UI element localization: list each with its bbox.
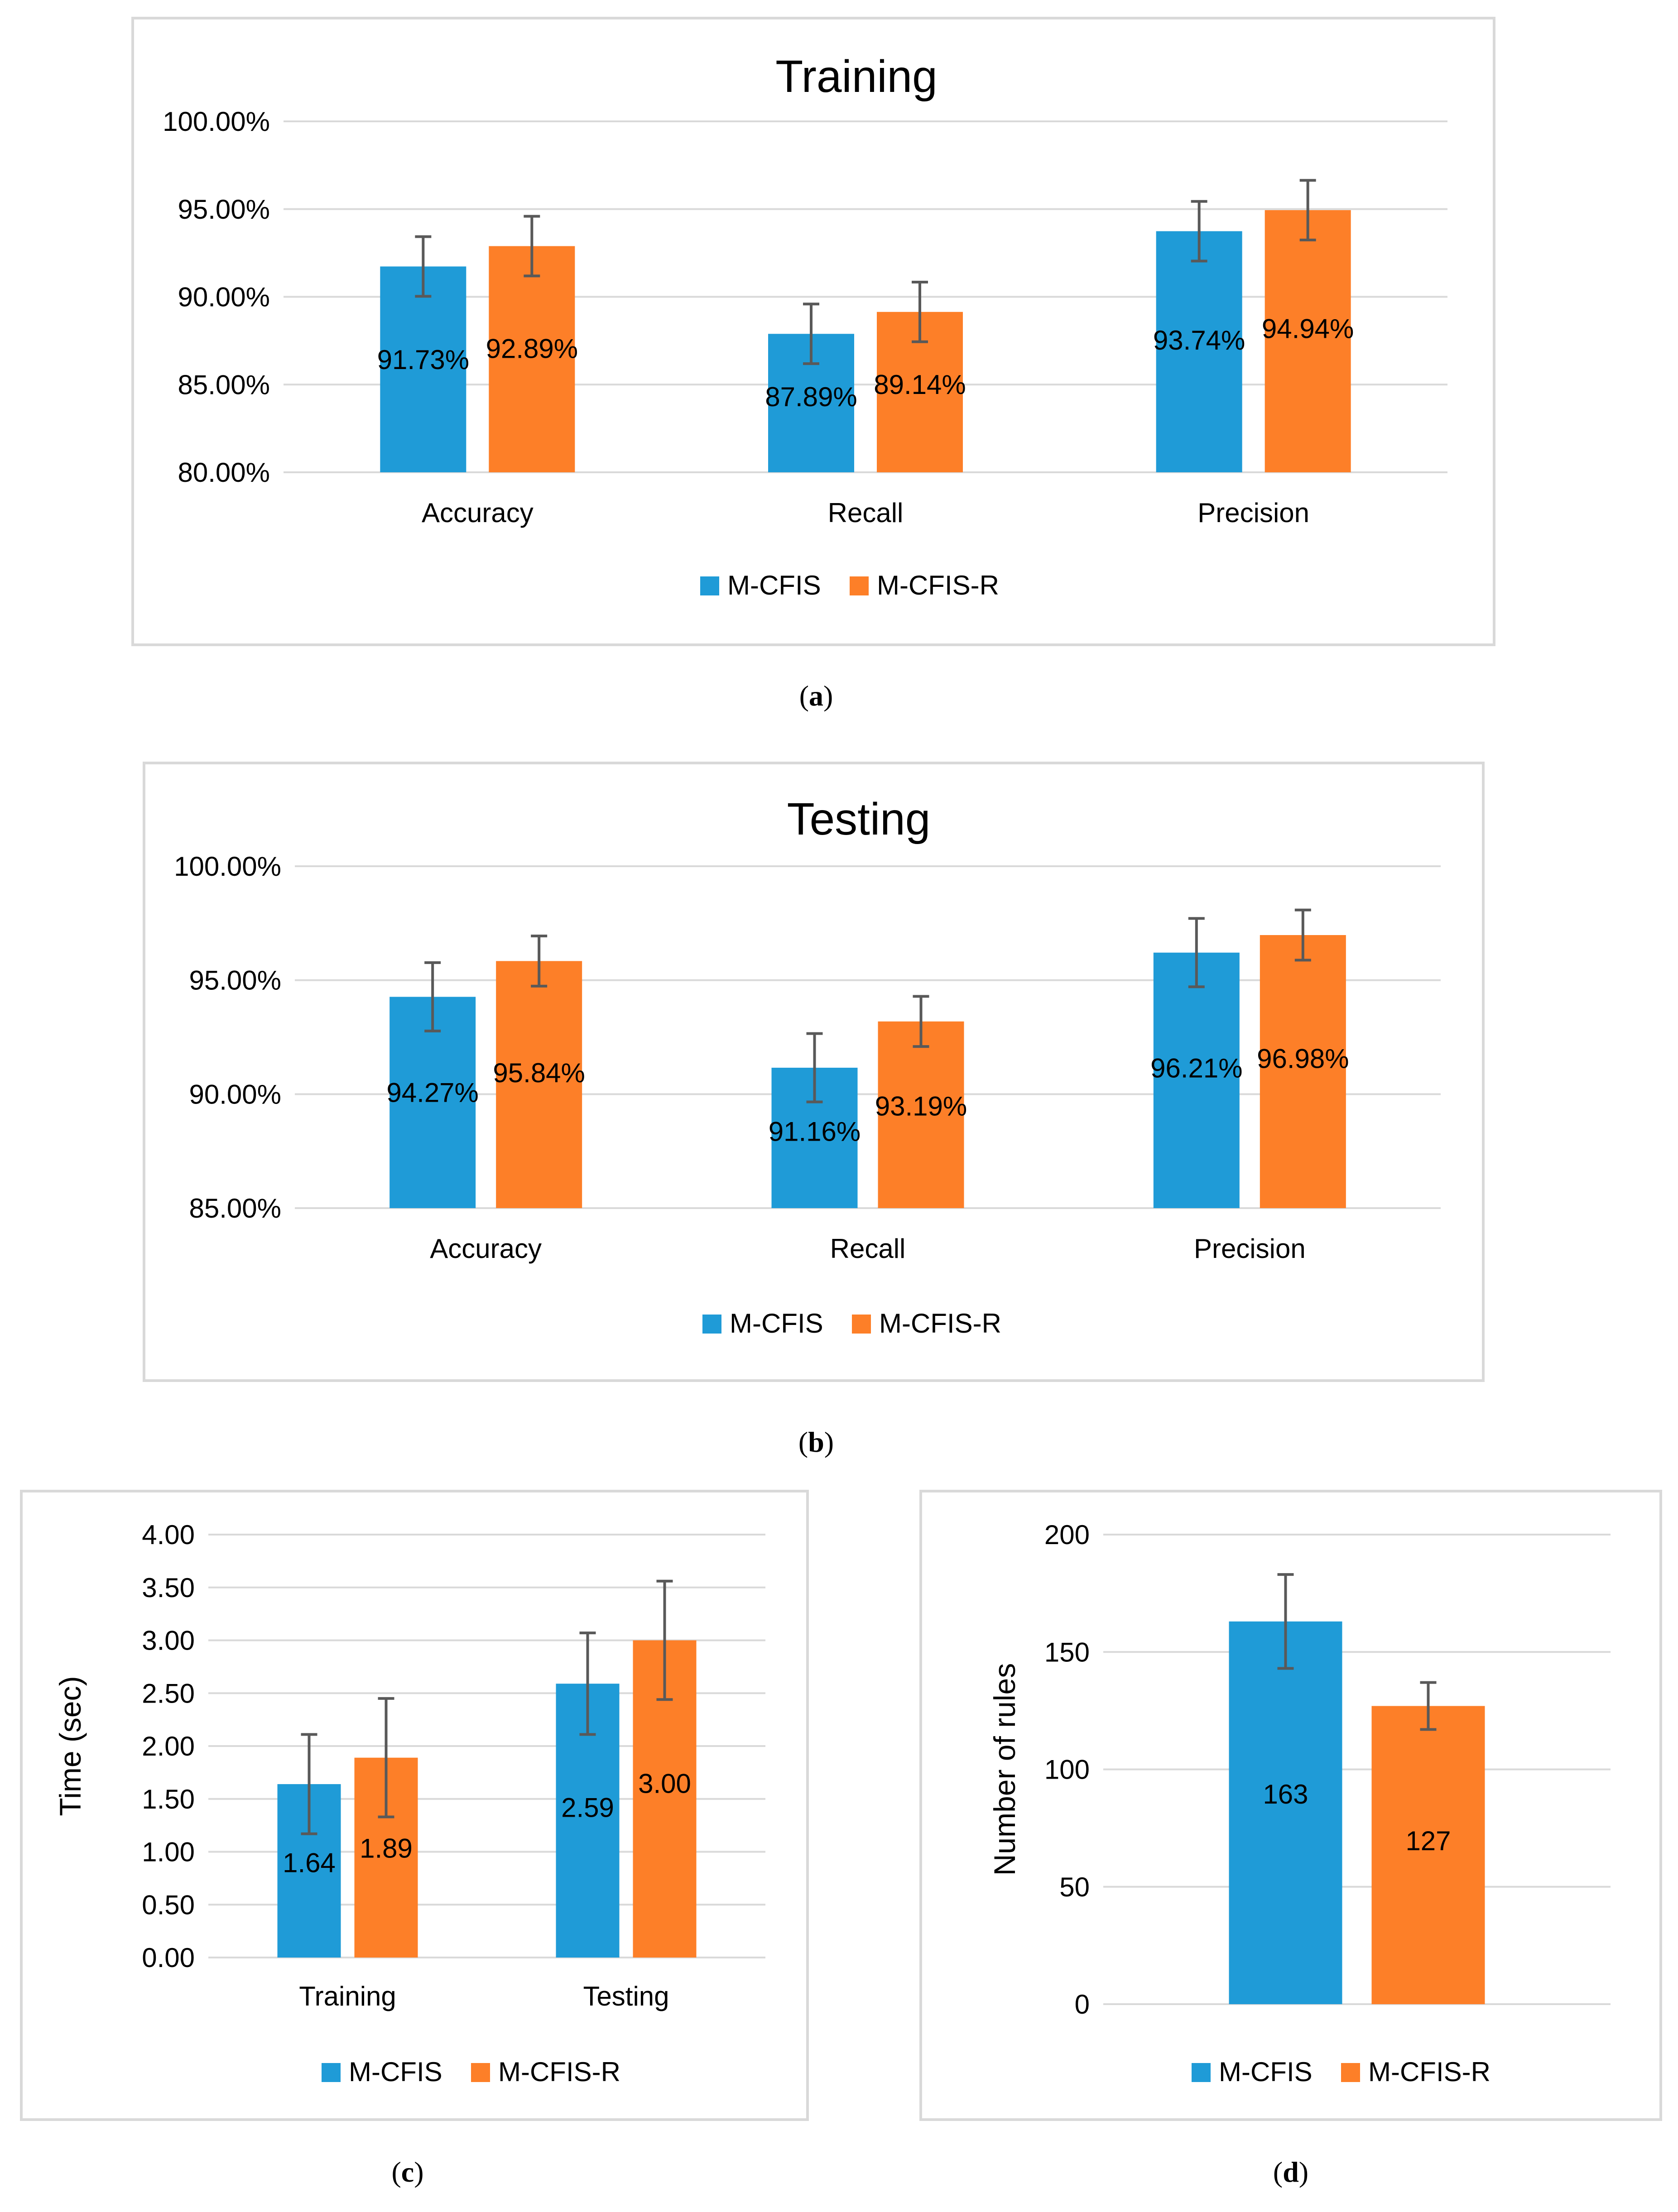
y-tick-label: 1.00 xyxy=(142,1837,195,1867)
caption-b: (b) xyxy=(798,1426,834,1458)
legend-label: M-CFIS xyxy=(1219,2057,1313,2087)
data-label: 96.98% xyxy=(1257,1043,1349,1074)
y-tick-label: 95.00% xyxy=(178,194,270,225)
category-label: Recall xyxy=(830,1233,906,1264)
data-label: 163 xyxy=(1263,1779,1308,1809)
data-label: 93.19% xyxy=(875,1091,967,1121)
bar-m-cfis xyxy=(1153,952,1240,1208)
data-label: 87.89% xyxy=(765,382,857,412)
chart-b-svg: Testing 85.00% 90.00% 95.00% 100.00% 94.27% 95… xyxy=(174,794,1441,1339)
y-tick-label: 100.00% xyxy=(163,106,270,137)
y-tick-label: 2.00 xyxy=(142,1731,195,1761)
caption-d: (d) xyxy=(1273,2156,1309,2188)
y-tick-label: 80.00% xyxy=(178,457,270,488)
y-tick-label: 0 xyxy=(1075,1989,1090,2020)
legend-label: M-CFIS-R xyxy=(498,2057,620,2087)
legend-swatch xyxy=(702,1315,721,1334)
legend-swatch xyxy=(1341,2063,1360,2082)
legend-swatch xyxy=(1192,2063,1211,2082)
data-label: 3.00 xyxy=(638,1769,691,1799)
legend-swatch xyxy=(471,2063,490,2082)
legend-label: M-CFIS-R xyxy=(879,1308,1001,1339)
bar-m-cfis-r xyxy=(489,246,575,472)
y-axis-label: Time (sec) xyxy=(53,1676,87,1816)
category-label: Precision xyxy=(1194,1233,1306,1264)
data-label: 96.21% xyxy=(1150,1053,1243,1084)
data-label: 94.94% xyxy=(1262,314,1354,344)
y-tick-label: 85.00% xyxy=(178,369,270,400)
y-tick-label: 95.00% xyxy=(189,965,282,996)
chart-title: Testing xyxy=(787,794,931,844)
y-tick-label: 3.00 xyxy=(142,1626,195,1656)
y-tick-label: 4.00 xyxy=(142,1520,195,1550)
chart-panel-a: Training 80.00% 85.00% 90.00% 95.00% 100.00% 9… xyxy=(131,17,1495,646)
bar-m-cfis-r xyxy=(1371,1706,1485,2004)
category-label: Training xyxy=(299,1981,396,2011)
data-label: 91.73% xyxy=(377,345,469,375)
y-tick-label: 0.00 xyxy=(142,1943,195,1973)
chart-title: Training xyxy=(775,51,938,102)
data-label: 92.89% xyxy=(486,333,578,364)
bar-m-cfis xyxy=(1156,231,1242,472)
data-label: 1.64 xyxy=(283,1847,336,1878)
y-axis-label: Number of rules xyxy=(988,1663,1021,1876)
legend-swatch xyxy=(700,576,719,595)
data-label: 95.84% xyxy=(493,1058,585,1088)
legend-swatch xyxy=(852,1315,871,1334)
chart-panel-c: 0.00 0.50 1.00 1.50 2.00 2.50 3.00 3.50 4.00 Time… xyxy=(20,1490,809,2121)
y-tick-label: 0.50 xyxy=(142,1890,195,1920)
data-label: 2.59 xyxy=(561,1792,614,1823)
bar-m-cfis xyxy=(1229,1621,1342,2004)
legend-swatch xyxy=(322,2063,341,2082)
y-tick-label: 85.00% xyxy=(189,1193,282,1224)
y-tick-label: 2.50 xyxy=(142,1678,195,1708)
y-tick-label: 1.50 xyxy=(142,1784,195,1814)
legend-label: M-CFIS xyxy=(349,2057,442,2087)
legend-label: M-CFIS-R xyxy=(1368,2057,1490,2087)
data-label: 127 xyxy=(1405,1826,1451,1856)
chart-panel-d: 0 50 100 150 200 Number of rules 163 127 M-CFIS M… xyxy=(919,1490,1662,2121)
bar-m-cfis-r xyxy=(878,1021,964,1208)
chart-d-svg: 0 50 100 150 200 Number of rules 163 127 M-CFIS M… xyxy=(988,1520,1611,2087)
category-label: Precision xyxy=(1197,498,1309,528)
legend-swatch xyxy=(850,576,869,595)
chart-a-svg: Training 80.00% 85.00% 90.00% 95.00% 100.00% 9… xyxy=(163,51,1447,600)
data-label: 94.27% xyxy=(386,1077,479,1108)
legend-label: M-CFIS xyxy=(727,570,821,600)
bar-m-cfis-r xyxy=(496,961,582,1208)
y-tick-label: 90.00% xyxy=(178,282,270,312)
category-label: Accuracy xyxy=(430,1233,542,1264)
bar-m-cfis-r xyxy=(1260,935,1346,1208)
y-tick-label: 150 xyxy=(1044,1637,1090,1667)
y-tick-label: 100 xyxy=(1044,1755,1090,1785)
bar-m-cfis xyxy=(380,266,466,472)
legend-label: M-CFIS xyxy=(730,1308,823,1339)
category-label: Accuracy xyxy=(422,498,534,528)
y-tick-label: 90.00% xyxy=(189,1079,282,1109)
category-label: Recall xyxy=(828,498,904,528)
chart-panel-b: Testing 85.00% 90.00% 95.00% 100.00% 94.27% 95… xyxy=(143,762,1485,1382)
legend-label: M-CFIS-R xyxy=(877,570,999,600)
data-label: 1.89 xyxy=(360,1833,413,1863)
data-label: 91.16% xyxy=(769,1116,861,1147)
y-tick-label: 3.50 xyxy=(142,1573,195,1603)
y-tick-label: 100.00% xyxy=(174,851,281,882)
bar-m-cfis-r xyxy=(1265,210,1351,472)
y-tick-label: 200 xyxy=(1044,1520,1090,1550)
y-tick-label: 50 xyxy=(1059,1872,1090,1902)
caption-a: (a) xyxy=(799,680,833,712)
chart-c-svg: 0.00 0.50 1.00 1.50 2.00 2.50 3.00 3.50 4.00 Time… xyxy=(53,1520,765,2087)
caption-c: (c) xyxy=(391,2156,424,2188)
category-label: Testing xyxy=(583,1981,669,2011)
data-label: 89.14% xyxy=(874,369,966,400)
data-label: 93.74% xyxy=(1153,325,1245,355)
